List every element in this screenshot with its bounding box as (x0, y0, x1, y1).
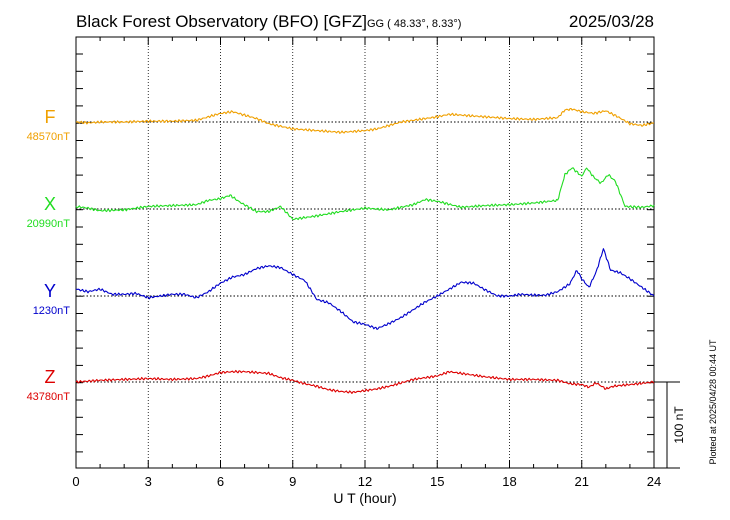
series-name-x: X (44, 194, 56, 214)
chart-date: 2025/03/28 (569, 12, 654, 31)
series-baseline-label-f: 48570nT (27, 131, 71, 143)
x-axis-label: U T (hour) (333, 490, 396, 506)
series-line-x (75, 167, 655, 221)
series-name-f: F (45, 107, 56, 127)
series-line-z (75, 369, 655, 394)
vertical-gridlines (147, 37, 583, 468)
scale-bar: 100 nT (654, 381, 686, 469)
x-tick-labels: 0 3 6 9 12 15 18 21 24 (72, 474, 661, 489)
series-lines (75, 107, 655, 394)
series-name-z: Z (45, 367, 56, 387)
series-line-y (75, 248, 655, 330)
series-baseline-label-y: 1230nT (33, 305, 71, 317)
series-labels: F 48570nT X 20990nT Y 1230nT Z 43780nT (27, 107, 71, 403)
x-tick-label: 18 (502, 474, 516, 489)
chart-title: Black Forest Observatory (BFO) [GFZ] (76, 12, 367, 31)
x-tick-label: 15 (430, 474, 444, 489)
series-baseline-label-z: 43780nT (27, 391, 71, 403)
plotted-timestamp: Plotted at 2025/04/28 00:44 UT (708, 339, 718, 465)
x-tick-label: 24 (647, 474, 661, 489)
x-tick-label: 9 (289, 474, 296, 489)
x-tick-label: 6 (217, 474, 224, 489)
series-baseline-label-x: 20990nT (27, 218, 71, 230)
x-tick-label: 12 (358, 474, 372, 489)
axis-ticks (75, 37, 655, 468)
x-tick-label: 3 (145, 474, 152, 489)
x-tick-label: 0 (72, 474, 79, 489)
scale-bar-label: 100 nT (672, 406, 686, 444)
observatory-coordinates: GG ( 48.33°, 8.33°) (367, 18, 461, 30)
plot-area (75, 36, 655, 469)
x-tick-label: 21 (575, 474, 589, 489)
series-line-f (75, 107, 654, 134)
series-name-y: Y (44, 281, 56, 301)
